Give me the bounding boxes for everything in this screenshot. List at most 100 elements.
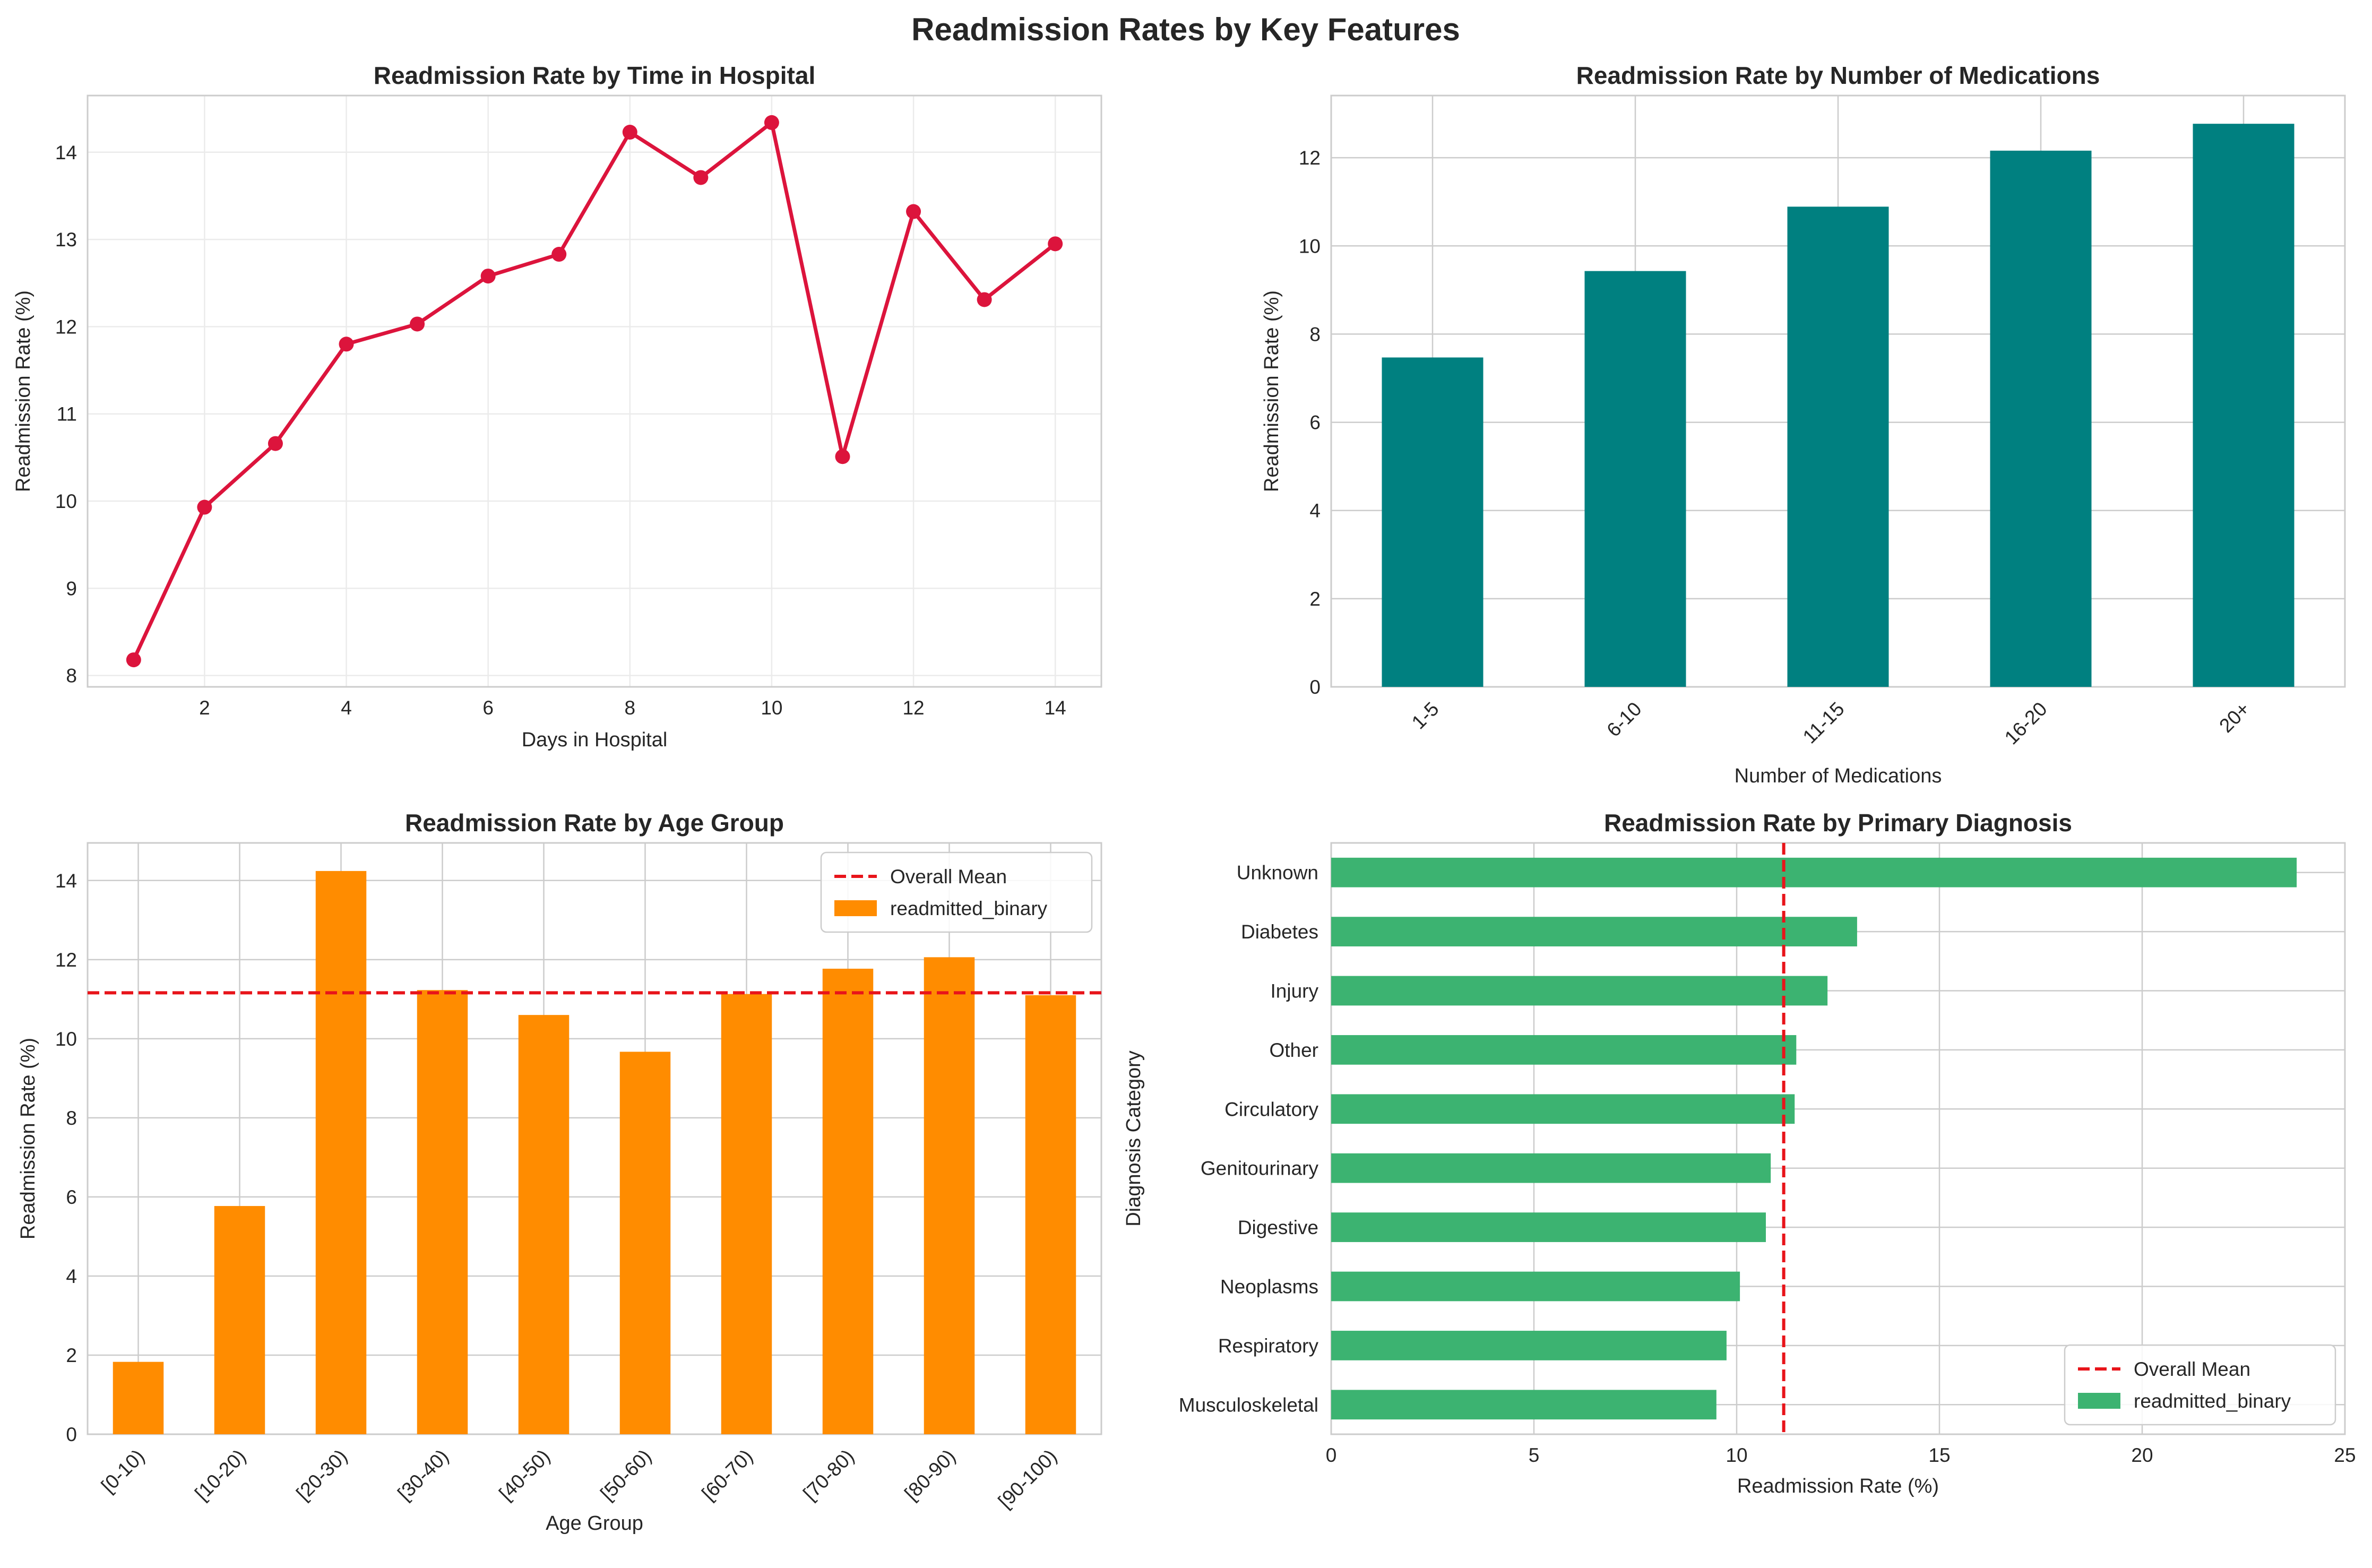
- bar: [2193, 124, 2295, 687]
- y-tick-label: Genitourinary: [1201, 1158, 1319, 1179]
- legend-label-series: readmitted_binary: [2134, 1390, 2291, 1412]
- y-tick-label: 12: [55, 949, 77, 971]
- y-tick-label: Diabetes: [1241, 921, 1318, 943]
- data-point: [764, 115, 779, 130]
- data-point: [480, 269, 496, 284]
- x-axis-label: Number of Medications: [1735, 765, 1942, 787]
- bar: [721, 994, 772, 1434]
- meds-title: Readmission Rate by Number of Medication…: [1576, 62, 2100, 89]
- y-tick-label: Unknown: [1237, 862, 1318, 884]
- y-tick-label: 9: [66, 578, 77, 599]
- bar: [1584, 271, 1686, 687]
- data-point: [622, 125, 637, 140]
- data-point: [197, 499, 212, 515]
- bar: [1331, 1153, 1771, 1183]
- y-tick-label: Musculoskeletal: [1179, 1394, 1318, 1416]
- x-tick-label: 10: [1726, 1444, 1747, 1466]
- bar: [1331, 1390, 1717, 1420]
- y-tick-label: 2: [66, 1345, 77, 1366]
- y-axis-label: Readmission Rate (%): [17, 1038, 39, 1239]
- y-tick-label: 2: [1309, 588, 1321, 610]
- y-tick-label: 8: [1309, 323, 1321, 345]
- y-tick-label: Other: [1269, 1039, 1318, 1061]
- x-tick-label: 0: [1326, 1444, 1337, 1466]
- y-tick-label: 13: [55, 229, 77, 251]
- bar: [1990, 150, 2092, 687]
- data-point: [268, 436, 283, 451]
- bar: [1331, 1331, 1727, 1360]
- y-axis-label: Readmission Rate (%): [1261, 290, 1283, 492]
- y-tick-label: 0: [1309, 676, 1321, 698]
- x-tick-label: 4: [341, 697, 352, 719]
- bar: [113, 1362, 164, 1434]
- y-tick-label: 8: [66, 665, 77, 687]
- figure-suptitle: Readmission Rates by Key Features: [911, 12, 1460, 47]
- legend: Overall Mean readmitted_binary: [820, 851, 1093, 933]
- axes-frame: [1330, 842, 2346, 1435]
- data-point: [906, 204, 921, 219]
- data-point: [551, 247, 567, 262]
- y-tick-label: 4: [66, 1265, 77, 1287]
- y-tick-label: 6: [1309, 412, 1321, 434]
- y-tick-label: 0: [66, 1424, 77, 1445]
- x-axis-label: Readmission Rate (%): [1737, 1475, 1939, 1497]
- y-tick-label: 10: [55, 1028, 77, 1050]
- bar: [822, 968, 874, 1434]
- x-tick-label: 15: [1928, 1444, 1950, 1466]
- y-tick-label: Injury: [1271, 980, 1319, 1002]
- x-tick-label: 8: [624, 697, 635, 719]
- bar: [315, 871, 367, 1434]
- data-point: [1048, 236, 1063, 252]
- y-tick-label: 12: [55, 316, 77, 338]
- x-tick-label: 25: [2334, 1444, 2356, 1466]
- bar: [619, 1052, 671, 1434]
- x-tick-label: 10: [761, 697, 782, 719]
- x-axis-label: Days in Hospital: [522, 729, 668, 751]
- data-point: [835, 449, 850, 464]
- axes-frame: [87, 842, 1102, 1435]
- y-tick-label: 4: [1309, 500, 1321, 522]
- y-tick-label: 10: [1299, 235, 1321, 257]
- y-tick-label: 14: [55, 870, 77, 892]
- legend-label-series: readmitted_binary: [890, 898, 1048, 919]
- y-tick-label: Neoplasms: [1220, 1276, 1318, 1298]
- legend-bar-swatch: [834, 900, 877, 916]
- bar: [1787, 206, 1889, 687]
- bar: [1331, 1035, 1797, 1065]
- y-tick-label: Circulatory: [1224, 1098, 1318, 1120]
- legend-box: [820, 851, 1093, 933]
- axes-frame: [87, 94, 1102, 688]
- chart-primary-diagnosis: 0 5 10 15 20 25 Unknown Diabetes Injury Other Circ…: [1123, 809, 2356, 1497]
- y-tick-label: 11: [57, 403, 77, 425]
- bar: [1331, 1212, 1766, 1242]
- data-point: [339, 337, 354, 352]
- x-axis-label: Age Group: [546, 1512, 643, 1535]
- legend-box: [2064, 1344, 2336, 1426]
- bar: [1331, 857, 2297, 888]
- time-title: Readmission Rate by Time in Hospital: [374, 62, 815, 89]
- y-axis-label: Readmission Rate (%): [12, 290, 34, 492]
- x-tick-label: 14: [1045, 697, 1066, 719]
- y-tick-label: 14: [55, 142, 77, 163]
- x-tick-label: 6: [482, 697, 494, 719]
- bar: [518, 1015, 570, 1434]
- data-point: [693, 170, 709, 185]
- series-line: [132, 120, 1057, 661]
- legend: Overall Mean readmitted_binary: [2064, 1344, 2336, 1426]
- chart-time-in-hospital: 8 9 10 11 12 13 14 2 4 6 8 10 12 14 Readmission Rate b…: [12, 62, 1102, 751]
- data-point: [126, 652, 141, 668]
- bar: [417, 990, 468, 1434]
- bar: [1025, 995, 1076, 1434]
- diag-title: Readmission Rate by Primary Diagnosis: [1604, 809, 2072, 837]
- bar: [924, 957, 975, 1434]
- age-title: Readmission Rate by Age Group: [405, 809, 784, 837]
- legend-label-mean: Overall Mean: [2134, 1358, 2250, 1380]
- bar: [1331, 1094, 1795, 1124]
- y-axis-label: Diagnosis Category: [1123, 1050, 1145, 1227]
- y-tick-label: 6: [66, 1186, 77, 1208]
- y-tick-label: 10: [55, 490, 77, 512]
- legend-label-mean: Overall Mean: [890, 866, 1007, 888]
- x-tick-label: 12: [902, 697, 924, 719]
